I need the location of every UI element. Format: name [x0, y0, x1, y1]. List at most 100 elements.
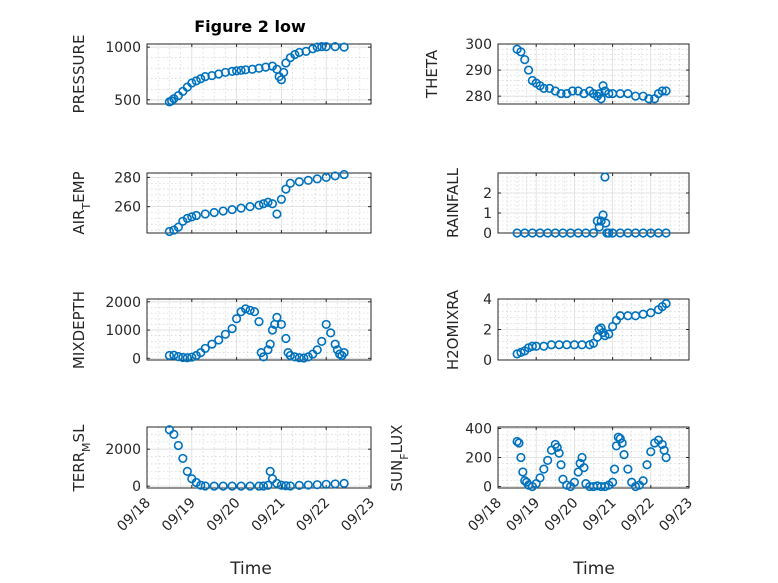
data-point — [276, 319, 287, 330]
x-tick-label: 09/19 — [159, 495, 199, 535]
data-point — [604, 329, 614, 339]
data-point — [290, 352, 300, 362]
data-point — [657, 439, 667, 450]
ylabel-air-temp: AIRTEMP — [70, 171, 93, 234]
ylabel-mixdepth: MIXDEPTH — [70, 291, 88, 369]
x-tick-label: 09/22 — [293, 495, 333, 535]
y-tick-label: 2000 — [105, 442, 141, 458]
data-point — [227, 481, 237, 491]
data-point — [543, 455, 553, 466]
data-point — [321, 172, 331, 182]
data-point — [609, 464, 620, 474]
data-point — [303, 175, 313, 185]
x-tick-label: 09/19 — [503, 495, 543, 535]
data-point — [661, 452, 671, 463]
axes-theta: 280 290 300 — [465, 37, 690, 105]
data-point — [604, 228, 614, 238]
data-point — [285, 481, 295, 491]
data-point — [232, 66, 242, 76]
data-point — [218, 206, 228, 216]
data-point — [173, 222, 183, 232]
data-point — [330, 171, 340, 181]
ylabel-sun-flux: SUNFLUX — [388, 425, 411, 492]
y-tick-label: 290 — [465, 63, 492, 79]
data-point — [556, 88, 566, 99]
y-tick-label: 260 — [114, 200, 141, 216]
data-point — [272, 478, 282, 488]
ylabel-terr-msl: TERRMSL — [70, 424, 93, 493]
data-point — [577, 452, 587, 463]
data-point — [317, 336, 327, 346]
y-tick-label: 0 — [483, 353, 492, 369]
data-point — [263, 480, 273, 490]
data-point — [598, 81, 608, 91]
data-point — [573, 467, 583, 477]
data-point — [592, 216, 602, 226]
data-point — [512, 436, 522, 447]
data-point — [272, 312, 282, 322]
axes-frame — [146, 172, 372, 234]
data-point — [520, 55, 530, 65]
data-point — [527, 341, 537, 351]
data-point — [258, 352, 269, 362]
data-point — [258, 481, 269, 491]
data-point — [646, 447, 656, 457]
data-point — [312, 42, 322, 52]
data-point — [187, 352, 197, 362]
data-point — [317, 42, 327, 52]
data-point — [598, 210, 608, 220]
data-point — [187, 212, 197, 222]
data-point — [290, 49, 300, 60]
axes-frame — [146, 426, 372, 489]
data-point — [294, 177, 304, 187]
data-point — [556, 460, 566, 470]
data-point — [554, 448, 564, 458]
data-point — [173, 352, 183, 362]
y-tick-label: 500 — [114, 93, 141, 109]
data-point — [657, 86, 667, 96]
data-point — [227, 204, 237, 215]
data-point — [169, 350, 179, 360]
y-tick-label: 2 — [483, 323, 492, 339]
data-point — [267, 199, 278, 209]
y-tick-label: 4 — [483, 292, 492, 308]
data-point — [607, 477, 618, 487]
data-point — [187, 78, 197, 88]
data-point — [254, 200, 264, 210]
data-point — [281, 184, 291, 194]
x-tick-label: 09/23 — [656, 495, 696, 535]
y-tick-label: 0 — [483, 480, 492, 496]
data-point — [178, 453, 188, 464]
data-point — [272, 209, 282, 219]
x-tick-label: 09/20 — [204, 495, 244, 535]
data-point — [294, 353, 304, 363]
data-point — [207, 339, 217, 349]
axes-terr-msl: 0 2000 09/18 09/19 09/20 09/21 09/22 09/23 — [105, 425, 378, 535]
data-point — [594, 222, 604, 232]
data-point — [588, 228, 599, 238]
data-point — [281, 58, 291, 68]
data-point — [276, 194, 287, 204]
axes-mixdepth: 0 1000 2000 — [105, 295, 372, 367]
data-point — [321, 479, 331, 489]
data-point — [615, 434, 625, 444]
data-point — [214, 335, 224, 345]
data-point — [539, 341, 549, 351]
data-point — [638, 476, 648, 486]
data-point — [518, 467, 528, 477]
data-point — [569, 477, 580, 487]
data-point — [173, 440, 183, 451]
data-point — [227, 324, 237, 334]
data-point — [258, 199, 269, 209]
data-point — [263, 345, 273, 355]
data-point — [638, 309, 648, 319]
data-point — [596, 94, 606, 104]
axes-pressure: 500 1000 — [105, 40, 372, 109]
data-point — [265, 339, 275, 349]
data-point — [245, 305, 255, 315]
data-point — [249, 307, 260, 317]
data-point — [623, 464, 633, 474]
data-point — [619, 449, 629, 460]
data-point — [623, 88, 633, 99]
